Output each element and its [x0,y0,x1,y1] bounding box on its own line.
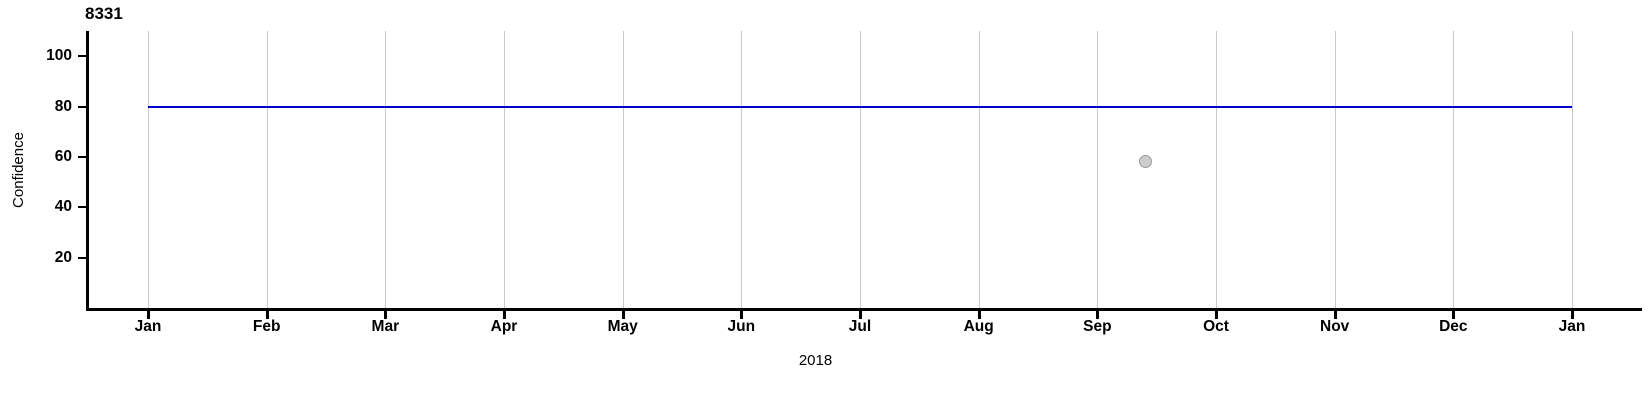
gridline [1572,31,1573,308]
gridline [1097,31,1099,308]
x-axis-tick [859,311,862,319]
gridline [1453,31,1455,308]
y-axis-line [86,31,89,310]
gridline [978,31,980,308]
gridline [1334,31,1336,308]
x-axis-tick [1215,311,1218,319]
y-axis-tick-label: 40 [54,198,72,216]
x-axis-tick [1452,311,1456,319]
y-axis-tick-label: 80 [54,97,72,115]
gridline [385,31,387,308]
x-axis-tick [621,311,625,319]
y-axis-tick [78,105,87,108]
threshold-line [148,105,1572,108]
y-axis-tick-label: 60 [54,147,72,165]
x-axis-label: 2018 [798,352,833,369]
x-axis-tick-label: May [607,318,638,335]
x-axis-tick [1333,311,1337,319]
x-axis-tick-label: Sep [1083,318,1112,335]
gridline [266,31,268,308]
x-axis-tick [740,311,744,319]
x-axis-tick-label: Dec [1439,318,1468,335]
x-axis-tick-label: Nov [1320,318,1350,335]
plot-area [89,31,1642,308]
x-axis-tick-label: Jul [848,318,872,335]
y-axis-tick [78,206,87,209]
gridline [504,31,505,308]
x-axis-tick [265,311,269,319]
x-axis-tick [147,311,150,319]
x-axis-tick-label: Jan [1558,318,1586,335]
x-axis-tick [977,311,981,319]
x-axis-line [86,308,1642,311]
y-axis-tick-label: 20 [54,248,72,266]
x-axis-tick-label: Jan [134,318,162,335]
gridline [148,31,149,308]
y-axis-label: Confidence [10,132,27,208]
x-axis-tick-label: Jun [727,318,756,335]
y-axis-tick [78,155,87,158]
gridline [1216,31,1217,308]
x-axis-tick-label: Mar [371,318,400,335]
x-axis-tick-label: Apr [490,318,518,335]
x-axis-tick [384,311,388,319]
data-point[interactable] [1139,155,1153,169]
x-axis-tick-label: Aug [963,318,994,335]
x-axis-tick-label: Feb [252,318,281,335]
y-axis-tick [78,256,87,259]
x-axis-tick [1571,311,1574,319]
y-axis-tick-label: 100 [46,47,72,65]
gridline [741,31,743,308]
x-axis-tick [503,311,506,319]
y-axis-tick [78,55,87,58]
gridline [860,31,861,308]
x-axis-tick-label: Oct [1203,318,1229,335]
chart-title: 8331 [85,4,123,23]
x-axis-tick [1096,311,1100,319]
gridline [622,31,624,308]
